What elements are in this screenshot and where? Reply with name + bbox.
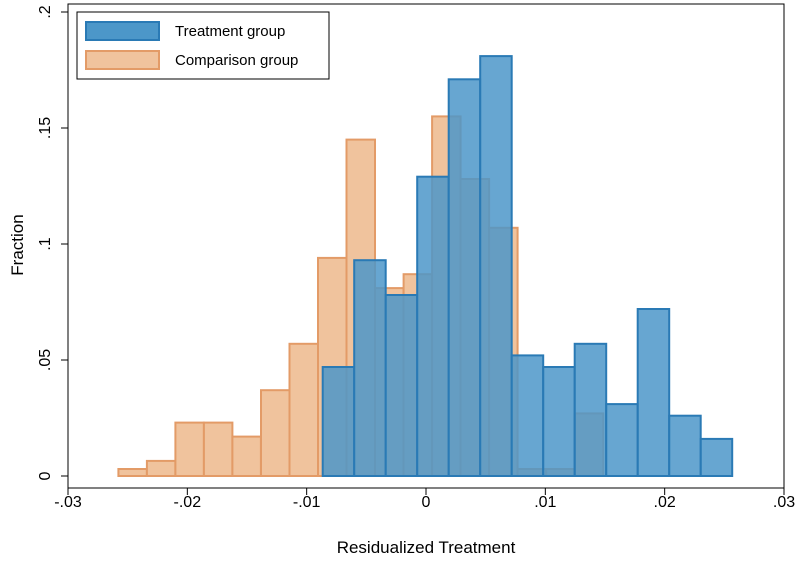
x-axis: -.03 -.02 -.01 0 .01 .02 .03 <box>54 488 795 511</box>
bar-treatment-8 <box>573 342 608 477</box>
bar-comparison-2 <box>174 421 205 478</box>
x-tick-label-3: 0 <box>422 494 431 511</box>
bar-treatment-5 <box>479 55 513 477</box>
legend-swatch-0 <box>85 21 160 41</box>
bar-comparison-1 <box>145 459 177 477</box>
x-tick-label-1: -.02 <box>174 494 202 511</box>
bar-treatment-2 <box>384 294 419 477</box>
y-tick-label-2: .1 <box>37 237 54 250</box>
bar-treatment-12 <box>699 437 734 477</box>
bar-comparison-5 <box>260 389 291 478</box>
legend: Treatment group Comparison group <box>76 11 330 80</box>
bar-treatment-4 <box>447 78 482 478</box>
legend-label-1: Comparison group <box>175 52 298 69</box>
bar-treatment-0 <box>321 366 356 477</box>
bar-comparison-0 <box>117 468 148 477</box>
y-tick-label-1: .05 <box>37 349 54 371</box>
bar-treatment-1 <box>353 259 387 478</box>
bar-comparison-3 <box>202 421 234 478</box>
y-tick-label-4: .2 <box>37 5 54 18</box>
x-axis-title: Residualized Treatment <box>337 538 516 557</box>
x-tick-label-6: .03 <box>773 494 795 511</box>
bar-treatment-6 <box>510 354 545 477</box>
x-tick-label-0: -.03 <box>54 494 82 511</box>
bar-treatment-10 <box>636 308 671 477</box>
x-tick-label-5: .02 <box>654 494 676 511</box>
y-axis: 0 .05 .1 .15 .2 <box>37 5 68 480</box>
y-tick-label-0: 0 <box>37 471 54 480</box>
bar-treatment-9 <box>605 403 639 478</box>
bar-comparison-4 <box>231 435 262 478</box>
bar-treatment-11 <box>668 414 702 478</box>
y-axis-title: Fraction <box>8 214 27 275</box>
bar-treatment-7 <box>542 366 576 477</box>
series-treatment-group <box>321 55 734 478</box>
legend-swatch-1 <box>85 50 160 70</box>
bar-treatment-3 <box>416 175 450 477</box>
x-tick-label-4: .01 <box>534 494 556 511</box>
x-tick-label-2: -.01 <box>293 494 321 511</box>
y-tick-label-3: .15 <box>37 117 54 139</box>
bar-comparison-6 <box>288 342 319 477</box>
plot-bars <box>117 55 734 478</box>
legend-label-0: Treatment group <box>175 23 285 40</box>
